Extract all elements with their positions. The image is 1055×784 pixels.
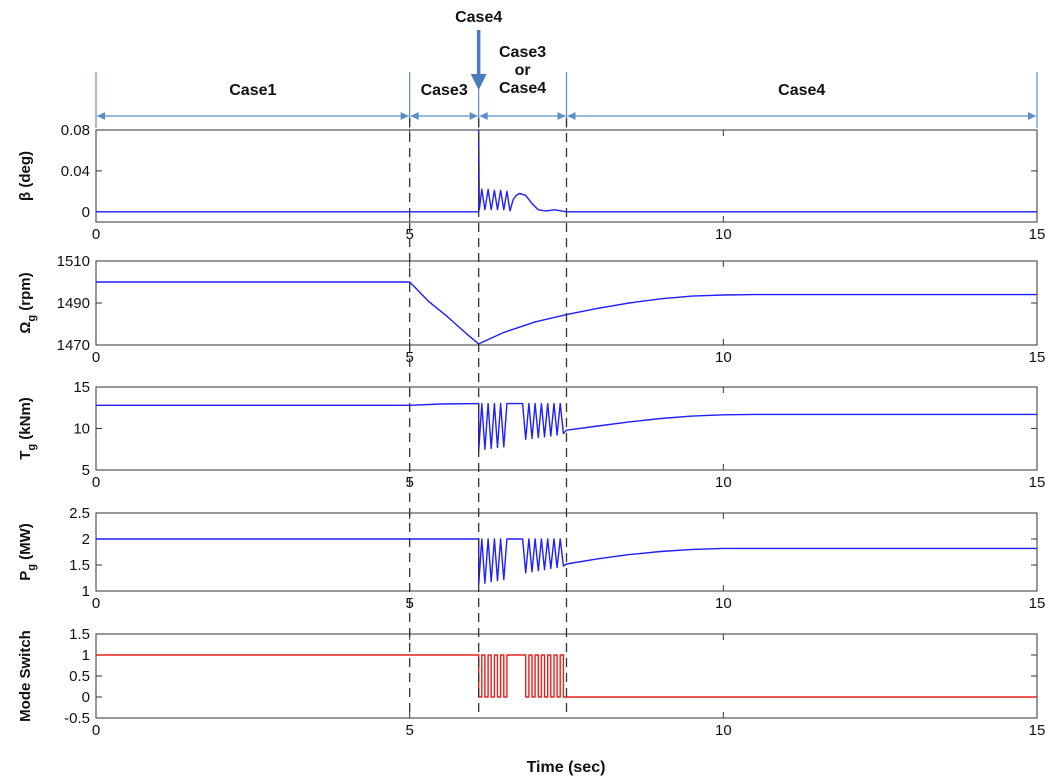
series-line-generator-torque xyxy=(96,402,1037,452)
x-tick-label: 15 xyxy=(1029,474,1046,491)
x-tick-label: 0 xyxy=(92,595,100,612)
case-span-label: Case4 xyxy=(778,82,825,99)
pointer-arrow-label: Case4 xyxy=(455,9,502,26)
series-line-generator-power xyxy=(96,538,1037,586)
y-tick-label: 1 xyxy=(82,583,90,600)
x-tick-label: 15 xyxy=(1029,226,1046,243)
case-span-label: Case1 xyxy=(229,82,276,99)
x-tick-label: 10 xyxy=(715,349,732,366)
y-tick-label: 15 xyxy=(73,379,90,396)
arrow-head xyxy=(410,112,419,120)
y-tick-label: 2.5 xyxy=(69,505,90,522)
y-tick-label: -0.5 xyxy=(64,710,90,727)
x-tick-label: 5 xyxy=(405,226,413,243)
x-tick-label: 0 xyxy=(92,722,100,739)
y-tick-label: 1510 xyxy=(57,253,90,270)
y-tick-label: 0 xyxy=(82,204,90,221)
panel-generator-speed: 0 5 10 15 1470 1490 1510 Ωg (rpm) xyxy=(17,253,1045,366)
y-axis-label: β (deg) xyxy=(17,151,34,201)
phase-boundaries xyxy=(409,118,568,718)
arrow-head xyxy=(557,112,566,120)
x-tick-label: 10 xyxy=(715,226,732,243)
y-tick-label: 0.5 xyxy=(69,668,90,685)
x-tick-label: 15 xyxy=(1029,595,1046,612)
x-axis-label: Time (sec) xyxy=(527,759,606,776)
plot-frame xyxy=(95,386,1038,471)
series-line-mode-switch xyxy=(96,654,1037,698)
y-tick-label: 0.08 xyxy=(61,122,90,139)
y-tick-label: 5 xyxy=(82,462,90,479)
arrow-head xyxy=(469,112,478,120)
plot-frame xyxy=(95,129,1038,223)
x-tick-label: 10 xyxy=(715,474,732,491)
arrow-head xyxy=(97,112,105,120)
x-tick-label: 0 xyxy=(92,226,100,243)
y-tick-label: 1.5 xyxy=(69,626,90,643)
x-tick-label: 0 xyxy=(92,349,100,366)
y-tick-label: 2 xyxy=(82,531,90,548)
series-line-pitch xyxy=(96,129,1037,213)
x-tick-label: 10 xyxy=(715,595,732,612)
y-tick-label: 0 xyxy=(82,689,90,706)
arrow-head xyxy=(400,112,409,120)
x-tick-label: 0 xyxy=(92,474,100,491)
x-tick-label: 10 xyxy=(715,722,732,739)
x-tick-label: 5 xyxy=(405,349,413,366)
y-axis-label: Ωg (rpm) xyxy=(17,272,38,333)
y-axis-label: Mode Switch xyxy=(17,630,34,722)
y-tick-label: 1490 xyxy=(57,295,90,312)
panel-pitch: 0 5 10 15 0 0.04 0.08 β (deg) xyxy=(17,122,1045,243)
y-axis-label: Tg (kNm) xyxy=(17,397,38,460)
case-annotations: Case1 Case3 Case3 or Case4 Case4 Case4 xyxy=(95,9,1038,128)
y-tick-label: 10 xyxy=(73,421,90,438)
y-tick-label: 1 xyxy=(82,647,90,664)
case-span-label: Case3 or Case4 xyxy=(499,44,546,97)
x-tick-label: 15 xyxy=(1029,349,1046,366)
y-tick-label: 1.5 xyxy=(69,557,90,574)
arrow-head xyxy=(1028,112,1036,120)
pointer-arrow-head xyxy=(470,74,487,90)
y-tick-label: 0.04 xyxy=(61,163,90,180)
arrow-head xyxy=(567,112,576,120)
case-span-label: Case3 xyxy=(421,82,468,99)
arrow-head xyxy=(479,112,488,120)
y-tick-label: 1470 xyxy=(57,337,90,354)
x-tick-label: 5 xyxy=(405,722,413,739)
y-axis-label: Pg (MW) xyxy=(17,523,38,581)
x-tick-label: 15 xyxy=(1029,722,1046,739)
